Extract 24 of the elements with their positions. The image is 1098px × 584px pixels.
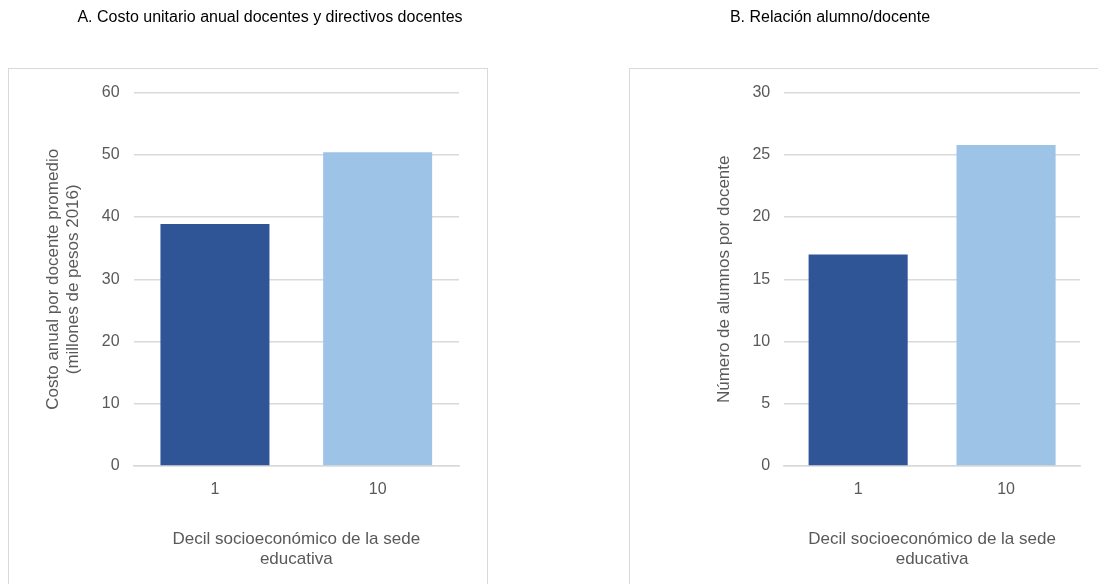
y-tick-label: 15 [752, 269, 771, 287]
y-tick-label: 0 [110, 456, 120, 474]
y-axis-title: Número de alumnos por docente [713, 155, 733, 404]
x-tick-label: 10 [368, 480, 387, 498]
y-tick-label: 60 [101, 83, 120, 101]
y-tick-label: 10 [752, 331, 771, 349]
x-tick-label: 10 [997, 480, 1016, 498]
x-axis-title: Decil socioeconómico de la sede educativa [172, 529, 421, 569]
y-tick-label: 50 [101, 145, 120, 163]
y-tick-label: 20 [752, 207, 771, 225]
chart-title: A. Costo unitario anual docentes y directivos docentes [76, 7, 464, 27]
y-tick-label: 0 [761, 456, 771, 474]
x-axis-title: Decil socioeconómico de la sede educativa [808, 529, 1056, 569]
y-tick-label: 30 [752, 83, 771, 101]
y-tick-label: 5 [761, 394, 771, 412]
y-tick-label: 20 [101, 331, 120, 349]
x-tick-label: 1 [853, 480, 863, 498]
y-tick-label: 40 [101, 207, 120, 225]
y-tick-label: 25 [752, 145, 771, 163]
y-tick-label: 10 [101, 394, 120, 412]
chart-title: B. Relación alumno/docente [728, 7, 932, 27]
x-tick-label: 1 [210, 480, 220, 498]
y-axis-title: Costo anual por docente promedio (millones de pesos 2016) [42, 148, 83, 410]
y-tick-label: 30 [101, 269, 120, 287]
